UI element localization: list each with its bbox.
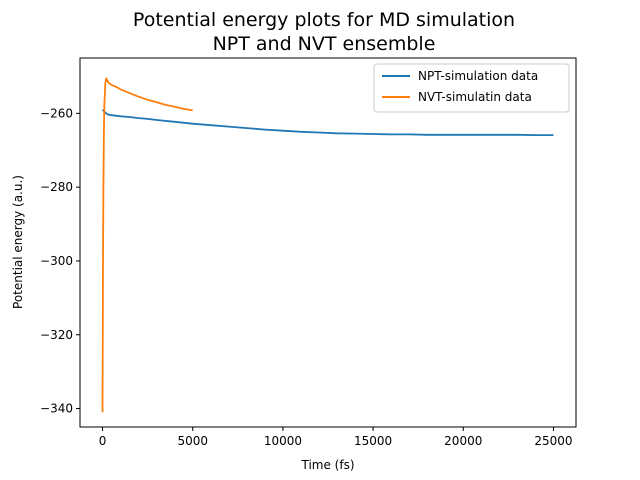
x-axis: 0 5000 10000 15000 20000 25000 [99,427,573,448]
y-tick-label: −280 [40,180,73,194]
series-line-1 [101,109,554,137]
plot-area [101,77,554,413]
legend: NPT-simulation data NVT-simulatin data [373,63,570,113]
chart-title-line1: Potential energy plots for MD simulation [133,9,515,31]
legend-label-1: NPT-simulation data [418,69,538,83]
y-tick-label: −300 [40,254,73,268]
x-tick-label: 0 [99,434,107,448]
plot-frame [79,57,577,428]
legend-box [373,63,570,113]
x-tick-label: 25000 [534,434,572,448]
x-tick-label: 10000 [264,434,302,448]
legend-label-2: NVT-simulatin data [418,90,532,104]
x-axis-label: Time (fs) [300,458,354,472]
chart-title-line2: NPT and NVT ensemble [213,33,436,55]
y-tick-label: −340 [40,402,73,416]
y-tick-label: −260 [40,106,73,120]
x-tick-label: 20000 [444,434,482,448]
series-line-2 [101,77,193,413]
y-axis-label: Potential energy (a.u.) [11,175,25,309]
y-tick-label: −320 [40,328,73,342]
x-tick-label: 15000 [354,434,392,448]
x-tick-label: 5000 [177,434,208,448]
y-axis: −340 −320 −300 −280 −260 [40,106,80,416]
